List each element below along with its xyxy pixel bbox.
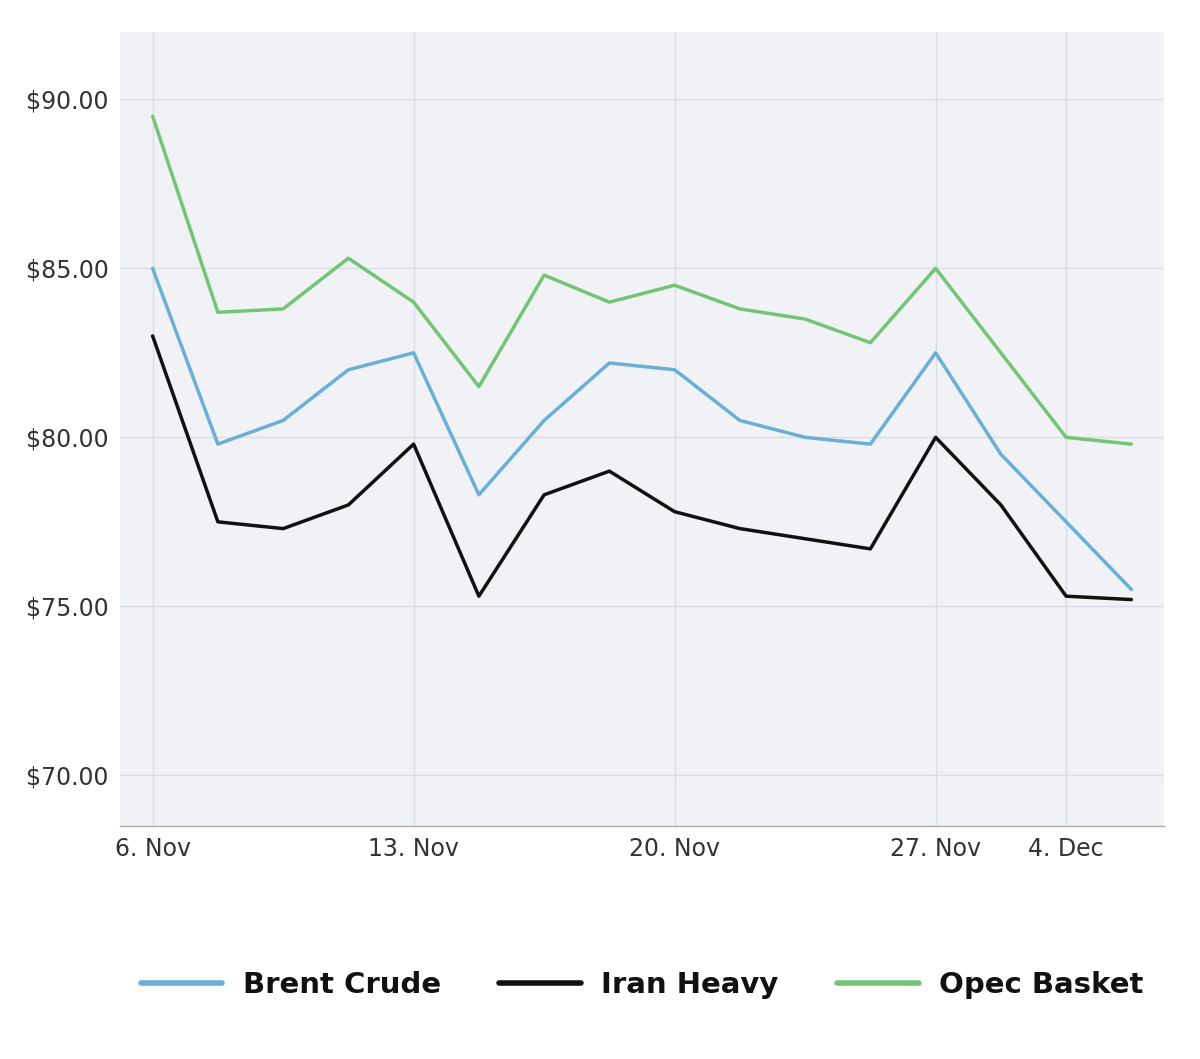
Opec Basket	[733, 303, 748, 316]
Brent Crude	[602, 357, 617, 370]
Iran Heavy	[733, 522, 748, 535]
Iran Heavy	[1124, 593, 1139, 606]
Iran Heavy	[994, 499, 1008, 511]
Iran Heavy	[863, 542, 877, 555]
Brent Crude	[472, 488, 486, 501]
Opec Basket	[667, 279, 682, 291]
Opec Basket	[929, 262, 943, 274]
Brent Crude	[863, 437, 877, 450]
Opec Basket	[602, 295, 617, 308]
Opec Basket	[536, 269, 551, 282]
Iran Heavy	[407, 437, 421, 450]
Brent Crude	[145, 262, 160, 274]
Iran Heavy	[667, 505, 682, 518]
Opec Basket	[1058, 431, 1073, 444]
Legend: Brent Crude, Iran Heavy, Opec Basket: Brent Crude, Iran Heavy, Opec Basket	[128, 959, 1156, 1011]
Opec Basket	[1124, 437, 1139, 450]
Brent Crude	[407, 346, 421, 359]
Iran Heavy	[472, 590, 486, 603]
Brent Crude	[798, 431, 812, 444]
Opec Basket	[341, 252, 355, 265]
Opec Basket	[407, 295, 421, 308]
Opec Basket	[276, 303, 290, 316]
Iran Heavy	[536, 488, 551, 501]
Brent Crude	[994, 448, 1008, 461]
Opec Basket	[145, 110, 160, 123]
Opec Basket	[863, 337, 877, 349]
Brent Crude	[211, 437, 226, 450]
Opec Basket	[472, 380, 486, 393]
Brent Crude	[929, 346, 943, 359]
Brent Crude	[1124, 584, 1139, 596]
Brent Crude	[341, 363, 355, 376]
Opec Basket	[798, 312, 812, 325]
Iran Heavy	[211, 516, 226, 528]
Opec Basket	[994, 346, 1008, 359]
Iran Heavy	[145, 329, 160, 342]
Line: Iran Heavy: Iran Heavy	[152, 336, 1132, 599]
Iran Heavy	[1058, 590, 1073, 603]
Brent Crude	[276, 414, 290, 427]
Iran Heavy	[276, 522, 290, 535]
Brent Crude	[1058, 516, 1073, 528]
Iran Heavy	[929, 431, 943, 444]
Opec Basket	[211, 306, 226, 319]
Iran Heavy	[798, 533, 812, 545]
Iran Heavy	[341, 499, 355, 511]
Brent Crude	[733, 414, 748, 427]
Iran Heavy	[602, 465, 617, 478]
Line: Brent Crude: Brent Crude	[152, 268, 1132, 590]
Brent Crude	[536, 414, 551, 427]
Line: Opec Basket: Opec Basket	[152, 116, 1132, 444]
Brent Crude	[667, 363, 682, 376]
